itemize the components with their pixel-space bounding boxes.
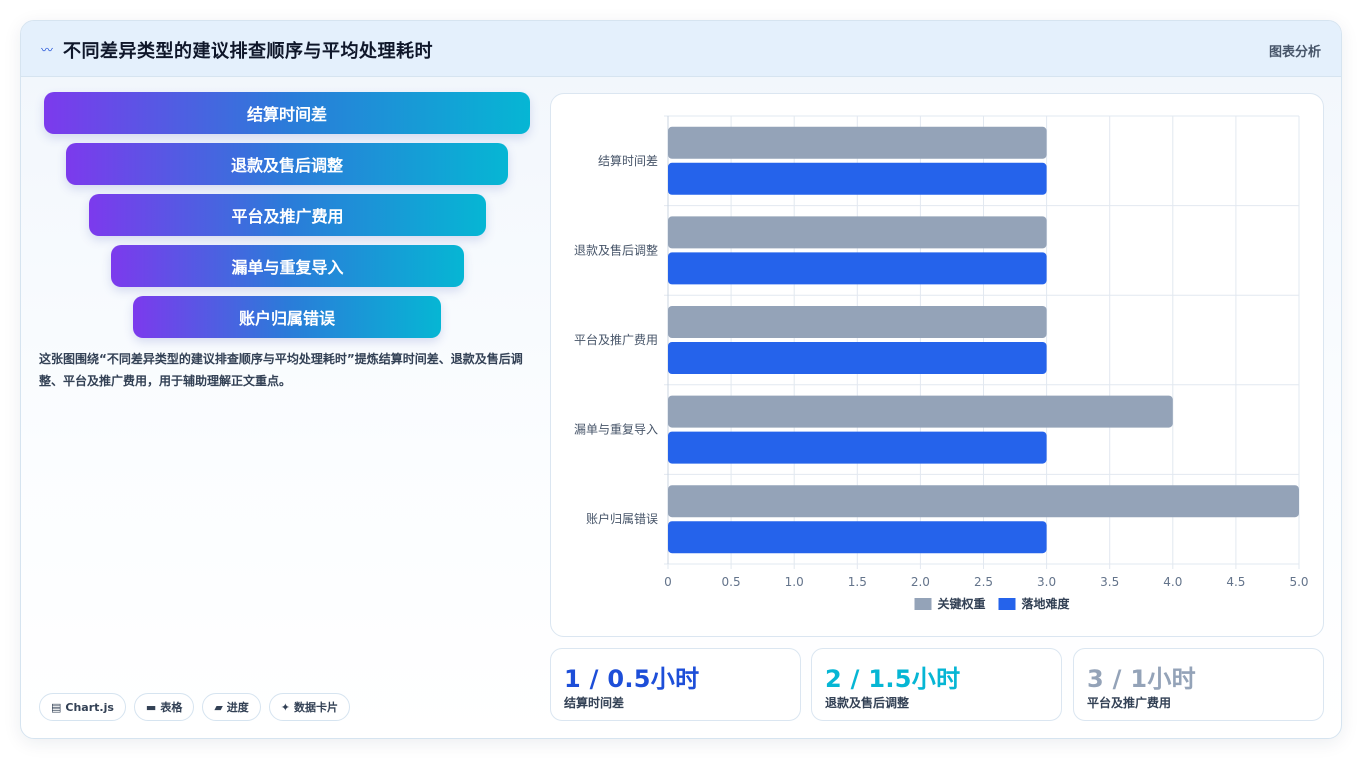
bar-difficulty <box>668 162 1047 195</box>
funnel-step-5: 账户归属错误 <box>133 296 441 338</box>
legend-label: 关键权重 <box>938 596 986 611</box>
main-card: 〰 不同差异类型的建议排查顺序与平均处理耗时 图表分析 结算时间差 退款及售后调… <box>20 20 1342 739</box>
bar-weight <box>668 485 1299 518</box>
y-tick-label: 结算时间差 <box>598 153 658 168</box>
bar-difficulty <box>668 431 1047 464</box>
x-tick-label: 1.5 <box>848 575 867 589</box>
funnel-step-4: 漏单与重复导入 <box>111 245 464 287</box>
stat-label: 结算时间差 <box>564 696 625 710</box>
page-title: 不同差异类型的建议排查顺序与平均处理耗时 <box>63 41 433 62</box>
table-icon: ▬ <box>145 700 157 714</box>
stat-card-1: 1 / 0.5小时 结算时间差 <box>550 648 801 721</box>
pill-table[interactable]: ▬ 表格 <box>133 693 195 721</box>
stat-value: 1 / 0.5小时 <box>564 665 700 693</box>
feature-pills: ▤ Chart.js ▬ 表格 ▰ 进度 ✦ 数据卡片 <box>39 693 351 721</box>
legend-label: 落地难度 <box>1022 596 1071 611</box>
bar-chart: 0 0.5 1.0 1.5 2.0 2.5 3.0 3.5 4.0 4.5 5.0 结算时间差退款及售… <box>574 115 1309 611</box>
pill-label: Chart.js <box>65 700 114 714</box>
chart-analysis-tag: 图表分析 <box>1268 45 1321 60</box>
progress-icon: ▰ <box>214 700 223 714</box>
y-tick-label: 退款及售后调整 <box>574 242 658 257</box>
stat-card-3: 3 / 1小时 平台及推广费用 <box>1073 648 1324 721</box>
chart-panel: 0 0.5 1.0 1.5 2.0 2.5 3.0 3.5 4.0 4.5 5.0 结算时间差退款及售… <box>550 93 1324 637</box>
legend-swatch <box>914 598 932 610</box>
bar-difficulty <box>668 521 1047 554</box>
pill-label: 数据卡片 <box>294 701 339 714</box>
wave-icon: 〰 <box>41 43 54 57</box>
bar-weight <box>668 395 1173 428</box>
bar-difficulty <box>668 342 1047 374</box>
stat-label: 平台及推广费用 <box>1087 696 1172 710</box>
bar-weight <box>668 126 1047 159</box>
header: 〰 不同差异类型的建议排查顺序与平均处理耗时 图表分析 <box>21 21 1341 77</box>
bar-difficulty <box>668 252 1047 285</box>
funnel-step-3: 平台及推广费用 <box>89 194 486 236</box>
pill-progress[interactable]: ▰ 进度 <box>202 693 261 721</box>
bar-weight <box>668 216 1047 249</box>
stat-value: 2 / 1.5小时 <box>825 665 961 693</box>
stat-card-2: 2 / 1.5小时 退款及售后调整 <box>811 648 1062 721</box>
x-tick-label: 1.0 <box>785 575 804 589</box>
stat-label: 退款及售后调整 <box>825 696 910 710</box>
stat-value: 3 / 1小时 <box>1087 665 1196 693</box>
pill-chartjs[interactable]: ▤ Chart.js <box>39 693 126 721</box>
chart-icon: ▤ <box>51 700 62 714</box>
x-tick-label: 2.5 <box>974 575 993 589</box>
x-tick-label: 0.5 <box>722 575 741 589</box>
y-tick-label: 平台及推广费用 <box>574 332 658 347</box>
funnel-step-2: 退款及售后调整 <box>66 143 508 185</box>
funnel-step-1: 结算时间差 <box>44 92 530 134</box>
x-tick-label: 5.0 <box>1289 575 1308 589</box>
y-tick-label: 漏单与重复导入 <box>574 423 658 437</box>
chart-description: 这张图围绕“不同差异类型的建议排查顺序与平均处理耗时”提炼结算时间差、退款及售后… <box>39 352 523 388</box>
pill-label: 进度 <box>226 701 249 714</box>
pill-data-cards[interactable]: ✦ 数据卡片 <box>268 693 351 721</box>
sparkle-icon: ✦ <box>280 700 291 714</box>
x-tick-label: 3.5 <box>1100 575 1119 589</box>
bar-weight <box>668 306 1047 338</box>
legend-swatch <box>998 598 1016 610</box>
x-tick-label: 2.0 <box>911 575 930 589</box>
x-tick-label: 0 <box>664 575 672 589</box>
x-tick-label: 4.0 <box>1163 575 1182 589</box>
y-tick-label: 账户归属错误 <box>586 511 658 526</box>
x-tick-label: 3.0 <box>1037 575 1056 589</box>
x-tick-label: 4.5 <box>1226 575 1245 589</box>
pill-label: 表格 <box>160 701 183 714</box>
